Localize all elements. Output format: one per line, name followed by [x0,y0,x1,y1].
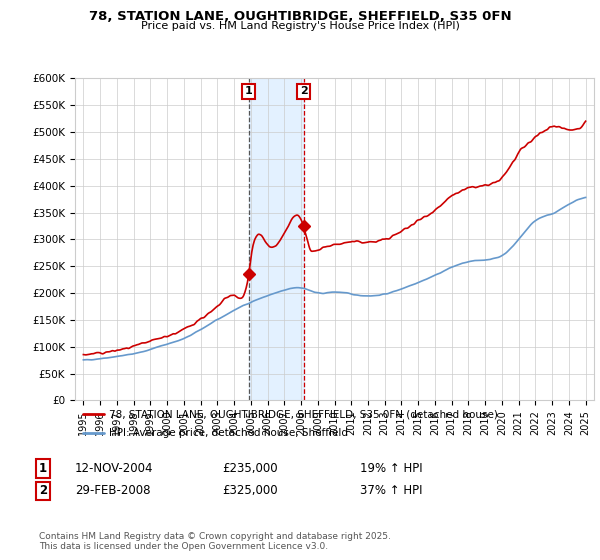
Text: £325,000: £325,000 [222,484,278,497]
Text: Price paid vs. HM Land Registry's House Price Index (HPI): Price paid vs. HM Land Registry's House … [140,21,460,31]
Text: 2: 2 [300,86,308,96]
Text: 12-NOV-2004: 12-NOV-2004 [75,462,154,475]
Text: 19% ↑ HPI: 19% ↑ HPI [360,462,422,475]
Text: 1: 1 [245,86,253,96]
Text: £235,000: £235,000 [222,462,278,475]
Text: 78, STATION LANE, OUGHTIBRIDGE, SHEFFIELD, S35 0FN (detached house): 78, STATION LANE, OUGHTIBRIDGE, SHEFFIEL… [109,409,497,419]
Text: Contains HM Land Registry data © Crown copyright and database right 2025.
This d: Contains HM Land Registry data © Crown c… [39,532,391,552]
Text: 2: 2 [39,484,47,497]
Text: HPI: Average price, detached house, Sheffield: HPI: Average price, detached house, Shef… [109,428,348,437]
Text: 37% ↑ HPI: 37% ↑ HPI [360,484,422,497]
Text: 1: 1 [39,462,47,475]
Text: 29-FEB-2008: 29-FEB-2008 [75,484,151,497]
Bar [248,78,304,400]
Text: 78, STATION LANE, OUGHTIBRIDGE, SHEFFIELD, S35 0FN: 78, STATION LANE, OUGHTIBRIDGE, SHEFFIEL… [89,10,511,23]
